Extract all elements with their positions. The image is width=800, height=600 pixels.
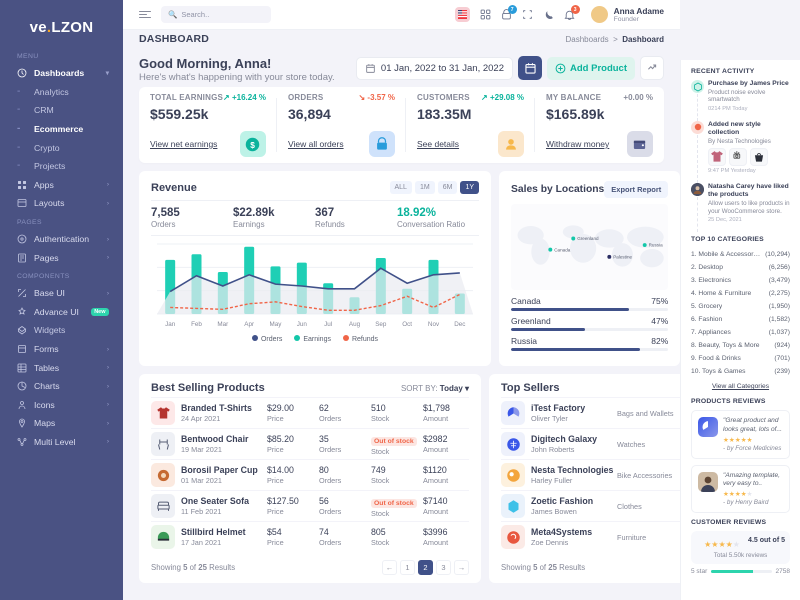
svg-text:May: May — [270, 321, 283, 328]
svg-text:Sep: Sep — [375, 321, 387, 328]
svg-text:Jul: Jul — [324, 321, 332, 328]
svg-text:Nov: Nov — [428, 321, 440, 328]
svg-text:Mar: Mar — [217, 321, 228, 328]
svg-text:Greenland: Greenland — [577, 236, 599, 241]
svg-text:Oct: Oct — [402, 321, 412, 328]
svg-text:Russia: Russia — [649, 243, 663, 248]
svg-text:$: $ — [251, 140, 256, 149]
svg-text:Apr: Apr — [244, 321, 254, 328]
svg-text:Aug: Aug — [349, 321, 361, 328]
svg-text:Jun: Jun — [297, 321, 308, 328]
svg-text:Palestine: Palestine — [613, 254, 632, 259]
svg-text:Jan: Jan — [165, 321, 176, 328]
svg-text:Dec: Dec — [454, 321, 465, 328]
svg-text:Feb: Feb — [191, 321, 202, 328]
svg-text:Canada: Canada — [554, 247, 570, 252]
